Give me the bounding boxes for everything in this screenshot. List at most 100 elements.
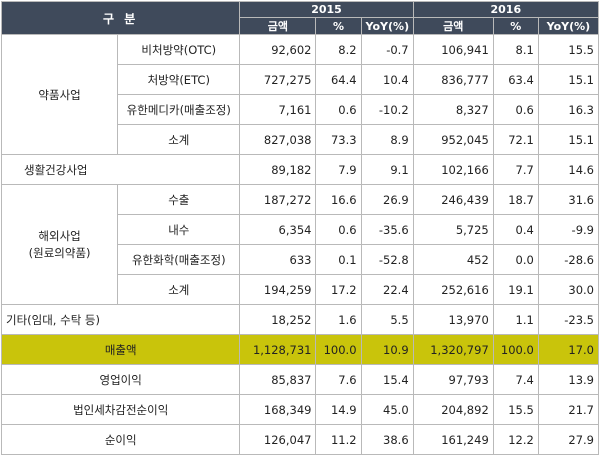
cell-pct-2016: 0.6 — [492, 94, 539, 125]
cell-yoy-2016: 17.0 — [537, 334, 600, 365]
cell-pct-2015: 0.6 — [315, 94, 362, 125]
row-group-label: 생활건강사업 — [0, 154, 241, 185]
cell-pct-2015: 11.2 — [315, 424, 362, 455]
header-pct-2015: % — [315, 17, 362, 35]
cell-yoy-2016: 15.5 — [537, 34, 600, 65]
cell-pct-2015: 64.4 — [315, 64, 362, 95]
cell-amount-2015: 187,272 — [239, 184, 317, 215]
row-sub-label: 비처방약(OTC) — [117, 34, 241, 65]
cell-pct-2016: 7.7 — [492, 154, 539, 185]
cell-amount-2015: 18,252 — [239, 304, 317, 335]
table-row: 영업이익 85,837 7.6 15.4 97,793 7.4 13.9 — [0, 364, 600, 395]
cell-amount-2016: 1,320,797 — [412, 334, 494, 365]
cell-yoy-2015: 10.9 — [360, 334, 414, 365]
header-pct-2016: % — [492, 17, 539, 35]
cell-yoy-2016: 31.6 — [537, 184, 600, 215]
cell-amount-2016: 13,970 — [412, 304, 494, 335]
table-row: 순이익 126,047 11.2 38.6 161,249 12.2 27.9 — [0, 424, 600, 455]
cell-pct-2016: 12.2 — [492, 424, 539, 455]
cell-pct-2015: 17.2 — [315, 274, 362, 305]
cell-amount-2016: 8,327 — [412, 94, 494, 125]
cell-amount-2016: 252,616 — [412, 274, 494, 305]
row-sub-label: 처방약(ETC) — [117, 64, 241, 95]
cell-pct-2015: 1.6 — [315, 304, 362, 335]
cell-yoy-2016: 16.3 — [537, 94, 600, 125]
table-row: 소계 194,259 17.2 22.4 252,616 19.1 30.0 — [2, 274, 600, 305]
header-yoy-2015: YoY(%) — [360, 17, 414, 35]
header-category: 구 분 — [0, 1, 241, 35]
header-yoy-2016: YoY(%) — [537, 17, 600, 35]
row-group-label: 약품사업 — [0, 34, 119, 155]
cell-pct-2016: 63.4 — [492, 64, 539, 95]
cell-yoy-2015: 38.6 — [360, 424, 414, 455]
header-year-2016: 2016 — [412, 1, 600, 18]
table-row: 해외사업 (원료의약품) 수출 187,272 16.6 26.9 246,43… — [0, 184, 600, 305]
cell-pct-2016: 7.4 — [492, 364, 539, 395]
cell-yoy-2015: 22.4 — [360, 274, 414, 305]
cell-pct-2015: 16.6 — [315, 184, 362, 215]
cell-amount-2016: 246,439 — [412, 184, 494, 215]
cell-amount-2015: 168,349 — [239, 394, 317, 425]
cell-yoy-2016: 14.6 — [537, 154, 600, 185]
cell-pct-2016: 1.1 — [492, 304, 539, 335]
cell-pct-2015: 0.6 — [315, 214, 362, 245]
row-sub-label: 유한화학(매출조정) — [117, 244, 241, 275]
cell-amount-2016: 102,166 — [412, 154, 494, 185]
row-sub-label: 수출 — [117, 184, 241, 215]
cell-pct-2015: 100.0 — [315, 334, 362, 365]
cell-amount-2015: 92,602 — [239, 34, 317, 65]
table-row-sales: 매출액 1,128,731 100.0 10.9 1,320,797 100.0… — [0, 334, 600, 365]
cell-yoy-2015: -10.2 — [360, 94, 414, 125]
cell-pct-2016: 19.1 — [492, 274, 539, 305]
cell-amount-2015: 89,182 — [239, 154, 317, 185]
cell-pct-2016: 18.7 — [492, 184, 539, 215]
cell-yoy-2016: 15.1 — [537, 124, 600, 155]
cell-yoy-2015: 5.5 — [360, 304, 414, 335]
cell-pct-2015: 8.2 — [315, 34, 362, 65]
table-row: 법인세차감전순이익 168,349 14.9 45.0 204,892 15.5… — [0, 394, 600, 425]
cell-amount-2015: 7,161 — [239, 94, 317, 125]
cell-amount-2016: 106,941 — [412, 34, 494, 65]
cell-amount-2015: 633 — [239, 244, 317, 275]
table-row: 기타(임대, 수탁 등) 18,252 1.6 5.5 13,970 1.1 -… — [0, 304, 600, 335]
cell-amount-2015: 85,837 — [239, 364, 317, 395]
cell-yoy-2016: 27.9 — [537, 424, 600, 455]
row-sub-label: 유한메디카(매출조정) — [117, 94, 241, 125]
cell-amount-2015: 6,354 — [239, 214, 317, 245]
cell-amount-2015: 1,128,731 — [239, 334, 317, 365]
cell-yoy-2015: 8.9 — [360, 124, 414, 155]
cell-pct-2016: 15.5 — [492, 394, 539, 425]
cell-amount-2015: 194,259 — [239, 274, 317, 305]
table-row: 처방약(ETC) 727,275 64.4 10.4 836,777 63.4 … — [2, 64, 600, 95]
cell-yoy-2015: -52.8 — [360, 244, 414, 275]
row-group-label: 법인세차감전순이익 — [0, 394, 241, 425]
cell-pct-2015: 7.9 — [315, 154, 362, 185]
cell-yoy-2015: -0.7 — [360, 34, 414, 65]
cell-pct-2016: 72.1 — [492, 124, 539, 155]
cell-pct-2016: 0.4 — [492, 214, 539, 245]
cell-yoy-2016: -9.9 — [537, 214, 600, 245]
cell-amount-2016: 952,045 — [412, 124, 494, 155]
cell-amount-2015: 126,047 — [239, 424, 317, 455]
header-amount-2015: 금액 — [239, 17, 317, 35]
cell-amount-2016: 452 — [412, 244, 494, 275]
cell-yoy-2016: -23.5 — [537, 304, 600, 335]
header-amount-2016: 금액 — [412, 17, 494, 35]
cell-amount-2016: 161,249 — [412, 424, 494, 455]
cell-pct-2015: 73.3 — [315, 124, 362, 155]
cell-amount-2016: 97,793 — [412, 364, 494, 395]
row-sub-label: 소계 — [117, 274, 241, 305]
cell-yoy-2016: 30.0 — [537, 274, 600, 305]
cell-yoy-2016: 13.9 — [537, 364, 600, 395]
cell-yoy-2016: 15.1 — [537, 64, 600, 95]
table-row: 유한메디카(매출조정) 7,161 0.6 -10.2 8,327 0.6 16… — [2, 94, 600, 125]
row-group-label: 매출액 — [0, 334, 241, 365]
row-group-label: 기타(임대, 수탁 등) — [0, 304, 241, 335]
cell-amount-2016: 836,777 — [412, 64, 494, 95]
table-row: 약품사업 비처방약(OTC) 92,602 8.2 -0.7 106,941 8… — [0, 34, 600, 155]
cell-pct-2016: 0.0 — [492, 244, 539, 275]
cell-amount-2015: 727,275 — [239, 64, 317, 95]
row-group-label: 해외사업 (원료의약품) — [0, 184, 119, 305]
table-row: 소계 827,038 73.3 8.9 952,045 72.1 15.1 — [2, 124, 600, 155]
